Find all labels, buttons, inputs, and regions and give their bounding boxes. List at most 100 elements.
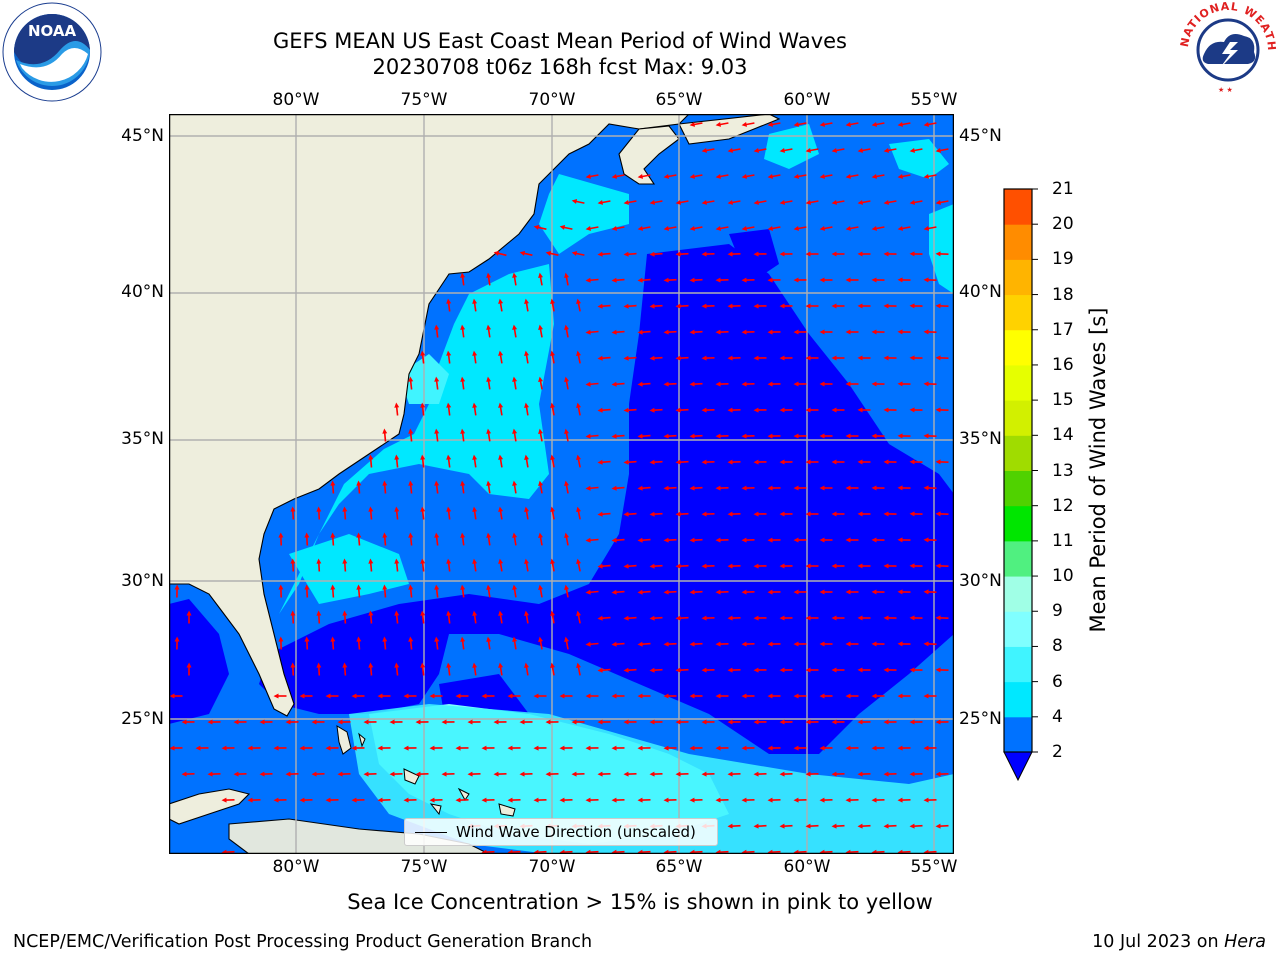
- wind-arrow-head: [597, 303, 603, 309]
- wind-arrow-head: [420, 454, 426, 460]
- wind-arrow-head: [935, 355, 941, 361]
- wind-arrow-head: [512, 636, 518, 642]
- wind-arrow-head: [689, 226, 695, 231]
- wind-arrow-head: [186, 610, 192, 616]
- wind-arrow-head: [871, 277, 877, 283]
- wind-arrow-head: [377, 693, 383, 699]
- lat-tick-left-2: 35°N: [121, 429, 164, 449]
- wind-arrow-head: [545, 719, 551, 725]
- wind-arrow-head: [460, 480, 466, 486]
- wind-arrow-head: [472, 610, 478, 616]
- legend-label: Wind Wave Direction (unscaled): [456, 823, 696, 841]
- wind-arrow-head: [597, 251, 603, 257]
- wind-arrow-head: [779, 615, 785, 621]
- chart-subtitle: 20230708 t06z 168h fcst Max: 9.03: [372, 55, 748, 79]
- wind-arrow-head: [923, 537, 929, 543]
- wind-arrow-head: [498, 402, 504, 408]
- wind-arrow-head: [623, 200, 629, 205]
- wind-arrow-head: [304, 636, 310, 642]
- wind-arrow-head: [467, 771, 473, 777]
- wind-arrow-head: [472, 298, 478, 304]
- wind-arrow-head: [923, 641, 929, 647]
- wind-arrow-head: [805, 355, 811, 361]
- lat-tick-right-3: 30°N: [959, 571, 1002, 591]
- wind-arrow-head: [637, 797, 643, 803]
- wind-arrow-head: [498, 298, 504, 304]
- wind-arrow-head: [779, 511, 785, 517]
- wind-arrow-head: [909, 148, 915, 153]
- wind-arrow-head: [897, 122, 903, 127]
- wind-arrow-head: [767, 745, 773, 751]
- colorbar-tick-label: 17: [1052, 319, 1074, 340]
- wind-arrow-head: [701, 407, 707, 413]
- wind-arrow-head: [909, 511, 915, 517]
- wind-arrow-head: [805, 615, 811, 621]
- wind-arrow-head: [779, 563, 785, 569]
- wind-arrow-head: [805, 303, 811, 309]
- wind-arrow-head: [819, 381, 825, 387]
- wind-arrow-head: [181, 771, 187, 777]
- wind-arrow-head: [637, 329, 643, 335]
- wind-arrow-head: [649, 771, 655, 777]
- wind-arrow-head: [845, 433, 851, 439]
- wind-arrow-head: [611, 381, 617, 387]
- wind-arrow-head: [195, 745, 201, 751]
- wind-arrow-head: [675, 303, 681, 309]
- lon-tick-bottom-1: 75°W: [400, 857, 448, 877]
- lat-tick-right-0: 45°N: [959, 126, 1002, 146]
- wind-arrow-head: [415, 719, 421, 725]
- wind-arrow-head: [564, 324, 569, 330]
- wind-arrow-head: [351, 693, 357, 699]
- colorbar-cell: [1004, 364, 1032, 401]
- wind-arrow-head: [805, 459, 811, 465]
- wind-arrow-head: [805, 200, 811, 205]
- wind-arrow-head: [897, 537, 903, 543]
- wind-arrow-head: [389, 719, 395, 725]
- wind-arrow-head: [663, 693, 669, 699]
- wind-arrow-head: [805, 251, 811, 257]
- wind-arrow-head: [767, 589, 773, 595]
- wind-arrow-head: [538, 584, 543, 590]
- wind-arrow-head: [519, 719, 525, 725]
- wind-arrow-head: [512, 480, 518, 486]
- lon-tick-top-4: 60°W: [783, 90, 831, 110]
- wind-arrow-head: [663, 745, 669, 751]
- wind-arrow-head: [831, 251, 837, 257]
- wind-arrow-head: [611, 433, 617, 439]
- wind-arrow-head: [498, 454, 504, 460]
- wind-arrow-head: [845, 589, 851, 595]
- wind-arrow-head: [247, 745, 253, 751]
- wind-arrow-head: [290, 558, 296, 564]
- wind-arrow-head: [871, 433, 877, 439]
- wind-arrow-head: [819, 122, 825, 127]
- wind-arrow-head: [519, 251, 526, 256]
- wind-arrow-head: [935, 511, 941, 517]
- wind-arrow-head: [460, 428, 466, 434]
- wind-arrow-head: [299, 693, 305, 699]
- chart-title: GEFS MEAN US East Coast Mean Period of W…: [273, 29, 847, 53]
- wind-arrow-head: [512, 272, 518, 278]
- wind-arrow-head: [845, 641, 851, 647]
- colorbar-tick-label: 20: [1052, 214, 1074, 235]
- wind-arrow-head: [689, 174, 695, 179]
- wind-arrow-head: [663, 174, 669, 179]
- wind-arrow-head: [637, 537, 643, 543]
- wind-arrow-head: [793, 641, 799, 647]
- wind-arrow-head: [538, 376, 543, 382]
- wind-arrow-head: [486, 480, 492, 486]
- wind-arrow-head: [935, 667, 941, 673]
- wind-arrow-head: [741, 122, 747, 127]
- wind-arrow-head: [512, 376, 518, 382]
- wind-arrow-head: [486, 324, 492, 330]
- wind-arrow-head: [805, 563, 811, 569]
- wind-arrow-head: [564, 584, 569, 590]
- wind-arrow-head: [611, 485, 617, 491]
- wind-arrow-head: [753, 303, 759, 309]
- wind-arrow-head: [524, 350, 529, 356]
- wind-arrow-head: [325, 797, 331, 803]
- wind-arrow-head: [649, 407, 655, 413]
- wind-arrow-head: [169, 693, 175, 699]
- wind-arrow-head: [663, 589, 669, 595]
- wind-arrow-head: [793, 485, 799, 491]
- wind-arrow-head: [923, 485, 929, 491]
